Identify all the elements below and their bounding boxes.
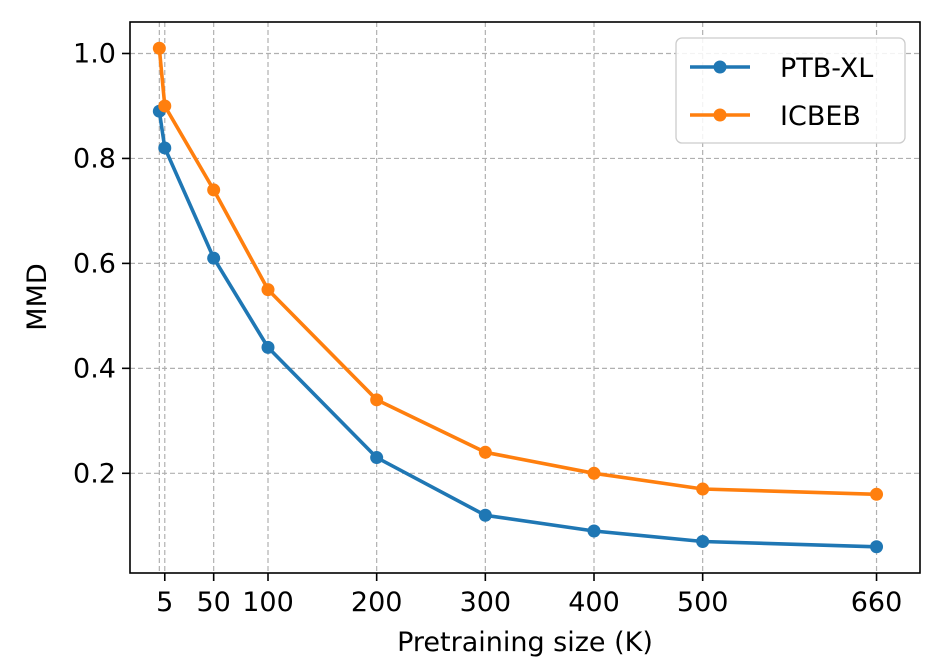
x-axis-label: Pretraining size (K) [397, 627, 653, 658]
x-tick-label: 100 [242, 587, 294, 618]
y-axis-label: MMD [22, 263, 53, 330]
data-point [207, 183, 221, 197]
data-point [478, 445, 492, 459]
x-tick-label: 660 [851, 587, 903, 618]
data-point [261, 340, 275, 354]
data-point [158, 141, 172, 155]
data-point [152, 41, 166, 55]
data-point [158, 99, 172, 113]
series-ptb-xl [152, 104, 884, 554]
y-tick-label: 0.4 [73, 353, 116, 384]
data-point [587, 524, 601, 538]
legend-label: PTB-XL [780, 53, 873, 84]
series-line [157, 110, 877, 549]
x-tick-label: 400 [568, 587, 620, 618]
y-tick-label: 1.0 [73, 38, 116, 69]
x-tick-label: 200 [351, 587, 403, 618]
x-axis-ticks: 5 50 100 200 300 400 500 660 [156, 573, 902, 618]
data-point [370, 451, 384, 465]
plot-frame [129, 21, 921, 574]
legend-marker [713, 108, 727, 122]
legend-marker [713, 60, 727, 74]
data-point [696, 535, 710, 549]
data-point [478, 508, 492, 522]
data-point [870, 487, 884, 501]
data-point [870, 540, 884, 554]
legend: PTB-XL ICBEB [675, 37, 906, 144]
x-tick-label: 5 [156, 587, 173, 618]
legend-label: ICBEB [780, 101, 861, 132]
y-tick-label: 0.6 [73, 248, 116, 279]
data-point [370, 393, 384, 407]
data-point [207, 251, 221, 265]
data-point [696, 482, 710, 496]
y-axis-ticks: 0.2 0.4 0.6 0.8 1.0 [73, 38, 130, 489]
y-tick-label: 0.8 [73, 143, 116, 174]
x-tick-label: 50 [196, 587, 230, 618]
data-point [261, 283, 275, 297]
x-tick-label: 300 [460, 587, 512, 618]
data-point [587, 466, 601, 480]
series-icbeb [152, 41, 884, 501]
y-tick-label: 0.2 [73, 458, 116, 489]
series-layer [152, 41, 884, 554]
x-tick-label: 500 [677, 587, 729, 618]
